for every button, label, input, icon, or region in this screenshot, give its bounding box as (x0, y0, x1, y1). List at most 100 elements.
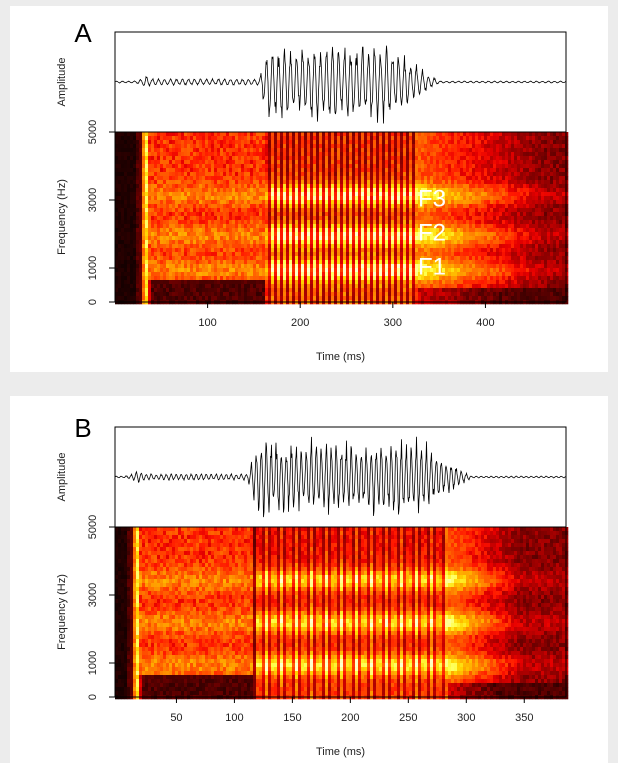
spectrogram-cell (223, 216, 226, 220)
spectrogram-cell (160, 168, 163, 172)
spectrogram-cell (397, 136, 400, 140)
spectrogram-cell (385, 240, 388, 244)
spectrogram-cell (157, 240, 160, 244)
spectrogram-cell (301, 184, 304, 188)
spectrogram-cell (331, 248, 334, 252)
spectrogram-cell (220, 268, 223, 272)
spectrogram-cell (397, 284, 400, 288)
spectrogram-cell (253, 248, 256, 252)
spectrogram-cell (160, 172, 163, 176)
spectrogram-cell (259, 148, 262, 152)
spectrogram-cell (166, 216, 169, 220)
spectrogram-cell (385, 140, 388, 144)
spectrogram-cell (181, 280, 184, 284)
spectrogram-cell (433, 180, 436, 184)
spectrogram-cell (130, 168, 133, 172)
spectrogram-cell (379, 168, 382, 172)
spectrogram-cell (136, 236, 139, 240)
spectrogram-cell (325, 276, 328, 280)
spectrogram-cell (457, 184, 460, 188)
spectrogram-cell (205, 260, 208, 264)
spectrogram-cell (241, 232, 244, 236)
spectrogram-cell (274, 184, 277, 188)
spectrogram-cell (130, 240, 133, 244)
spectrogram-cell (274, 276, 277, 280)
spectrogram-cell (145, 188, 148, 192)
spectrogram-cell (178, 236, 181, 240)
spectrogram-cell (403, 164, 406, 168)
spectrogram-cell (403, 268, 406, 272)
spectrogram-cell (313, 212, 316, 216)
spectrogram-cell (220, 276, 223, 280)
spectrogram-cell (313, 168, 316, 172)
spectrogram-cell (172, 204, 175, 208)
spectrogram-cell (154, 180, 157, 184)
spectrogram-cell (220, 156, 223, 160)
spectrogram-cell (289, 288, 292, 292)
spectrogram-cell (181, 140, 184, 144)
spectrogram-cell (349, 168, 352, 172)
spectrogram-cell (169, 252, 172, 256)
spectrogram-cell (439, 164, 442, 168)
spectrogram-cell (319, 140, 322, 144)
spectrogram-cell (343, 288, 346, 292)
spectrogram-cell (163, 148, 166, 152)
spectrogram-cell (256, 136, 259, 140)
spectrogram-cell (352, 148, 355, 152)
spectrogram-cell (361, 164, 364, 168)
spectrogram-cell (346, 260, 349, 264)
spectrogram-cell (211, 280, 214, 284)
spectrogram-cell (268, 240, 271, 244)
spectrogram-cell (271, 144, 274, 148)
spectrogram-cell (382, 136, 385, 140)
spectrogram-cell (448, 248, 451, 252)
spectrogram-cell (196, 164, 199, 168)
spectrogram-cell (409, 196, 412, 200)
spectrogram-cell (409, 192, 412, 196)
spectrogram-cell (226, 232, 229, 236)
spectrogram-cell (286, 216, 289, 220)
spectrogram-cell (298, 196, 301, 200)
spectrogram-cell (286, 264, 289, 268)
spectrogram-cell (406, 132, 409, 136)
spectrogram-cell (412, 192, 415, 196)
spectrogram-cell (250, 224, 253, 228)
spectrogram-cell (331, 236, 334, 240)
spectrogram-cell (226, 140, 229, 144)
spectrogram-cell (253, 264, 256, 268)
spectrogram-cell (322, 196, 325, 200)
spectrogram-cell (310, 144, 313, 148)
spectrogram-cell (385, 232, 388, 236)
spectrogram-cell (190, 184, 193, 188)
spectrogram-cell (448, 160, 451, 164)
spectrogram-cell (271, 292, 274, 296)
spectrogram-cell (154, 156, 157, 160)
spectrogram-cell (181, 164, 184, 168)
spectrogram-cell (244, 244, 247, 248)
spectrogram-cell (253, 148, 256, 152)
spectrogram-cell (154, 192, 157, 196)
spectrogram-cell (205, 292, 208, 296)
spectrogram-cell (406, 192, 409, 196)
spectrogram-cell (298, 268, 301, 272)
spectrogram-cell (295, 188, 298, 192)
spectrogram-cell (217, 296, 220, 300)
spectrogram-cell (349, 220, 352, 224)
spectrogram-cell (460, 164, 463, 168)
spectrogram-cell (424, 168, 427, 172)
spectrogram-cell (166, 272, 169, 276)
spectrogram-cell (238, 136, 241, 140)
spectrogram-cell (436, 248, 439, 252)
spectrogram-cell (358, 296, 361, 300)
spectrogram-cell (238, 200, 241, 204)
spectrogram-cell (307, 232, 310, 236)
spectrogram-cell (124, 196, 127, 200)
spectrogram-cell (448, 264, 451, 268)
spectrogram-cell (265, 280, 268, 284)
spectrogram-cell (331, 144, 334, 148)
spectrogram-cell (316, 296, 319, 300)
spectrogram-cell (379, 236, 382, 240)
spectrogram-cell (238, 208, 241, 212)
spectrogram-cell (397, 236, 400, 240)
spectrogram-cell (403, 252, 406, 256)
